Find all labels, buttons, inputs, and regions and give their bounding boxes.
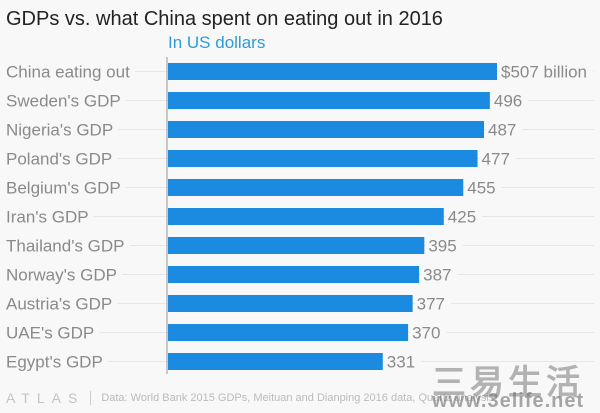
label-bg [5,294,118,314]
value-label: 425 [448,208,476,227]
value-bg [499,62,594,82]
label-bg [5,120,119,140]
value-label: 455 [467,179,495,198]
value-bg [421,265,458,285]
category-label: Iran's GDP [6,208,89,227]
value-bg [410,323,447,343]
value-label: 387 [423,266,451,285]
chart-subtitle: In US dollars [168,33,266,52]
bar [168,150,478,167]
value-bg [486,120,523,140]
watermark-url: www.3elife.net [432,390,585,412]
value-bg [491,91,529,111]
value-bg [414,294,452,314]
category-label: Egypt's GDP [6,353,103,372]
category-label: UAE's GDP [6,324,94,343]
footer-divider [90,391,92,405]
label-bg [5,149,118,169]
value-bg [426,236,463,256]
footer: ATLAS Data: World Bank 2015 GDPs, Meitua… [6,390,494,406]
watermark-text: 三易生活 [432,364,584,402]
value-bg [479,149,516,169]
value-label: $507 billion [501,63,587,82]
category-label: Nigeria's GDP [6,121,113,140]
bar [168,295,413,312]
label-bg [5,236,130,256]
label-bg [5,62,136,82]
atlas-logo: ATLAS [6,390,85,406]
value-label: 496 [494,92,522,111]
label-bg [5,323,100,343]
value-label: 331 [387,353,415,372]
value-label: 395 [428,237,456,256]
category-label: Thailand's GDP [6,237,125,256]
source-note: Data: World Bank 2015 GDPs, Meituan and … [101,392,495,404]
label-bg [5,265,122,285]
category-label: Belgium's GDP [6,179,121,198]
label-bg [5,178,126,198]
value-label: 477 [482,150,510,169]
category-label: Austria's GDP [6,295,112,314]
bar [168,92,490,109]
bar [168,208,444,225]
category-label: Norway's GDP [6,266,117,285]
value-bg [384,352,422,372]
label-bg [5,91,126,111]
bar [168,179,464,196]
bar [168,121,485,138]
label-bg [5,207,94,227]
category-label: Poland's GDP [6,150,112,169]
bar [168,266,420,283]
value-label: 370 [412,324,440,343]
value-bg [445,207,483,227]
bar [168,237,425,254]
value-label: 377 [417,295,445,314]
chart-title: GDPs vs. what China spent on eating out … [6,8,443,30]
label-bg [5,352,108,372]
value-label: 487 [488,121,516,140]
category-label: China eating out [6,63,130,82]
category-label: Sweden's GDP [6,92,121,111]
bar [168,353,383,370]
bar [168,63,497,80]
bar [168,324,409,341]
value-bg [465,178,502,198]
